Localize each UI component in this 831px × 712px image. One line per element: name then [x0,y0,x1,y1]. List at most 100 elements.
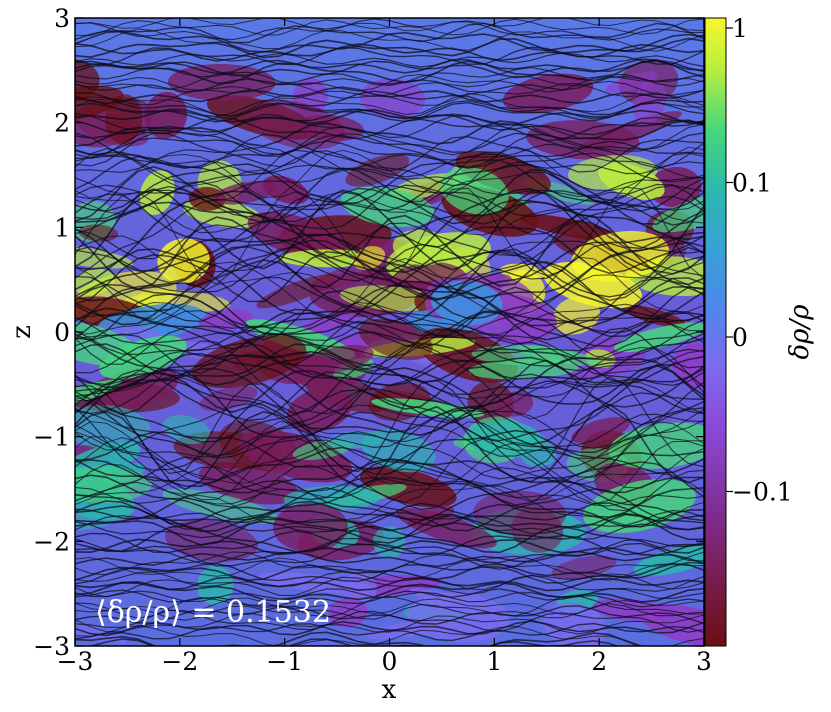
streamlines [75,18,704,646]
x-tick-label-4: 1 [486,647,502,676]
streamline-50 [75,410,704,459]
streamline-134 [75,73,704,93]
streamline-9 [75,595,704,619]
streamline-19 [75,557,704,581]
density-blob-4-3 [81,367,179,412]
density-blob-0-10 [359,78,426,119]
density-blob-1-11 [455,150,551,195]
density-blob-6-0 [165,519,258,562]
y-tick-label-2: −1 [33,423,70,452]
streamline-107 [75,165,704,225]
mean-annotation: ⟨δρ/ρ⟩ = 0.1532 [95,595,331,630]
density-blob-0-11 [245,99,346,150]
streamline-119 [75,132,704,169]
streamline-111 [75,155,704,212]
streamline-43 [75,446,704,487]
streamline-88 [75,246,704,305]
streamline-96 [75,195,704,288]
density-blob-5-25 [162,415,211,445]
streamline-106 [75,184,704,218]
colorbar: 1 0.1 0 −0.1 δρ/ρ [704,14,815,647]
density-blob-1-17 [345,153,410,187]
streamline-82 [75,271,704,338]
streamline-83 [75,275,704,325]
streamline-112 [75,148,704,204]
streamline-70 [75,332,704,374]
streamline-39 [75,466,704,502]
streamline-129 [75,92,704,117]
streamline-116 [75,143,704,178]
streamline-71 [75,327,704,374]
streamline-42 [75,436,704,505]
streamline-74 [75,310,704,357]
streamline-92 [75,242,704,284]
streamline-127 [75,101,704,123]
streamline-34 [75,482,704,528]
streamline-20 [75,551,704,576]
streamline-46 [75,421,704,486]
streamline-93 [75,234,704,280]
streamline-47 [75,429,704,474]
streamline-140 [75,52,704,68]
density-blob-5-21 [75,466,153,503]
density-field [75,59,704,646]
streamline-36 [75,474,704,521]
streamline-24 [75,538,704,557]
streamline-51 [75,404,704,459]
streamline-123 [75,116,704,142]
streamline-97 [75,220,704,260]
streamline-84 [75,259,704,326]
streamline-66 [75,353,704,389]
streamline-23 [75,537,704,564]
streamline-98 [75,186,704,285]
streamline-28 [75,513,704,546]
y-tick-label-4: 1 [54,213,70,242]
streamline-109 [75,163,704,212]
colorbar-tick-label-3: −0.1 [732,478,793,507]
colorbar-gradient [704,17,727,647]
x-tick-label-3: 0 [382,647,398,676]
streamline-102 [75,193,704,250]
streamline-78 [75,301,704,335]
y-axis-label: z [7,325,37,339]
streamline-32 [75,502,704,526]
x-tick-label-2: −1 [266,647,303,676]
streamline-10 [75,597,704,615]
streamline-126 [75,108,704,126]
colorbar-ticks: 1 0.1 0 −0.1 [726,14,793,507]
streamline-142 [75,43,704,62]
streamline-130 [75,90,704,117]
streamline-120 [75,132,704,156]
streamline-104 [75,181,704,236]
streamline-75 [75,310,704,350]
streamline-110 [75,168,704,198]
density-blob-0-15 [75,85,124,122]
streamline-103 [75,191,704,236]
density-blob-5-5 [360,466,457,508]
density-blob-4-22 [191,335,307,389]
density-blob-2-3 [75,245,134,269]
y-tick-label-3: 0 [54,318,70,347]
streamline-44 [75,437,704,489]
streamline-135 [75,73,704,93]
streamline-101 [75,200,704,241]
y-tick-label-0: −3 [33,632,70,661]
y-axis: −3 −2 −1 0 1 2 3 [33,4,704,661]
colorbar-tick-label-1: 0.1 [732,169,772,198]
density-blob-2-18 [552,296,600,335]
density-blob-4-17 [371,398,484,418]
density-blob-0-14 [605,71,659,93]
streamline-64 [75,349,704,402]
streamline-143 [75,37,704,59]
streamline-114 [75,150,704,187]
streamline-132 [75,83,704,106]
y-tick-label-1: −2 [33,527,70,556]
density-blob-4-27 [358,318,433,361]
streamline-63 [75,340,704,420]
streamline-117 [75,140,704,169]
streamline-27 [75,520,704,540]
streamline-73 [75,317,704,366]
streamline-12 [75,588,704,603]
streamline-65 [75,348,704,397]
